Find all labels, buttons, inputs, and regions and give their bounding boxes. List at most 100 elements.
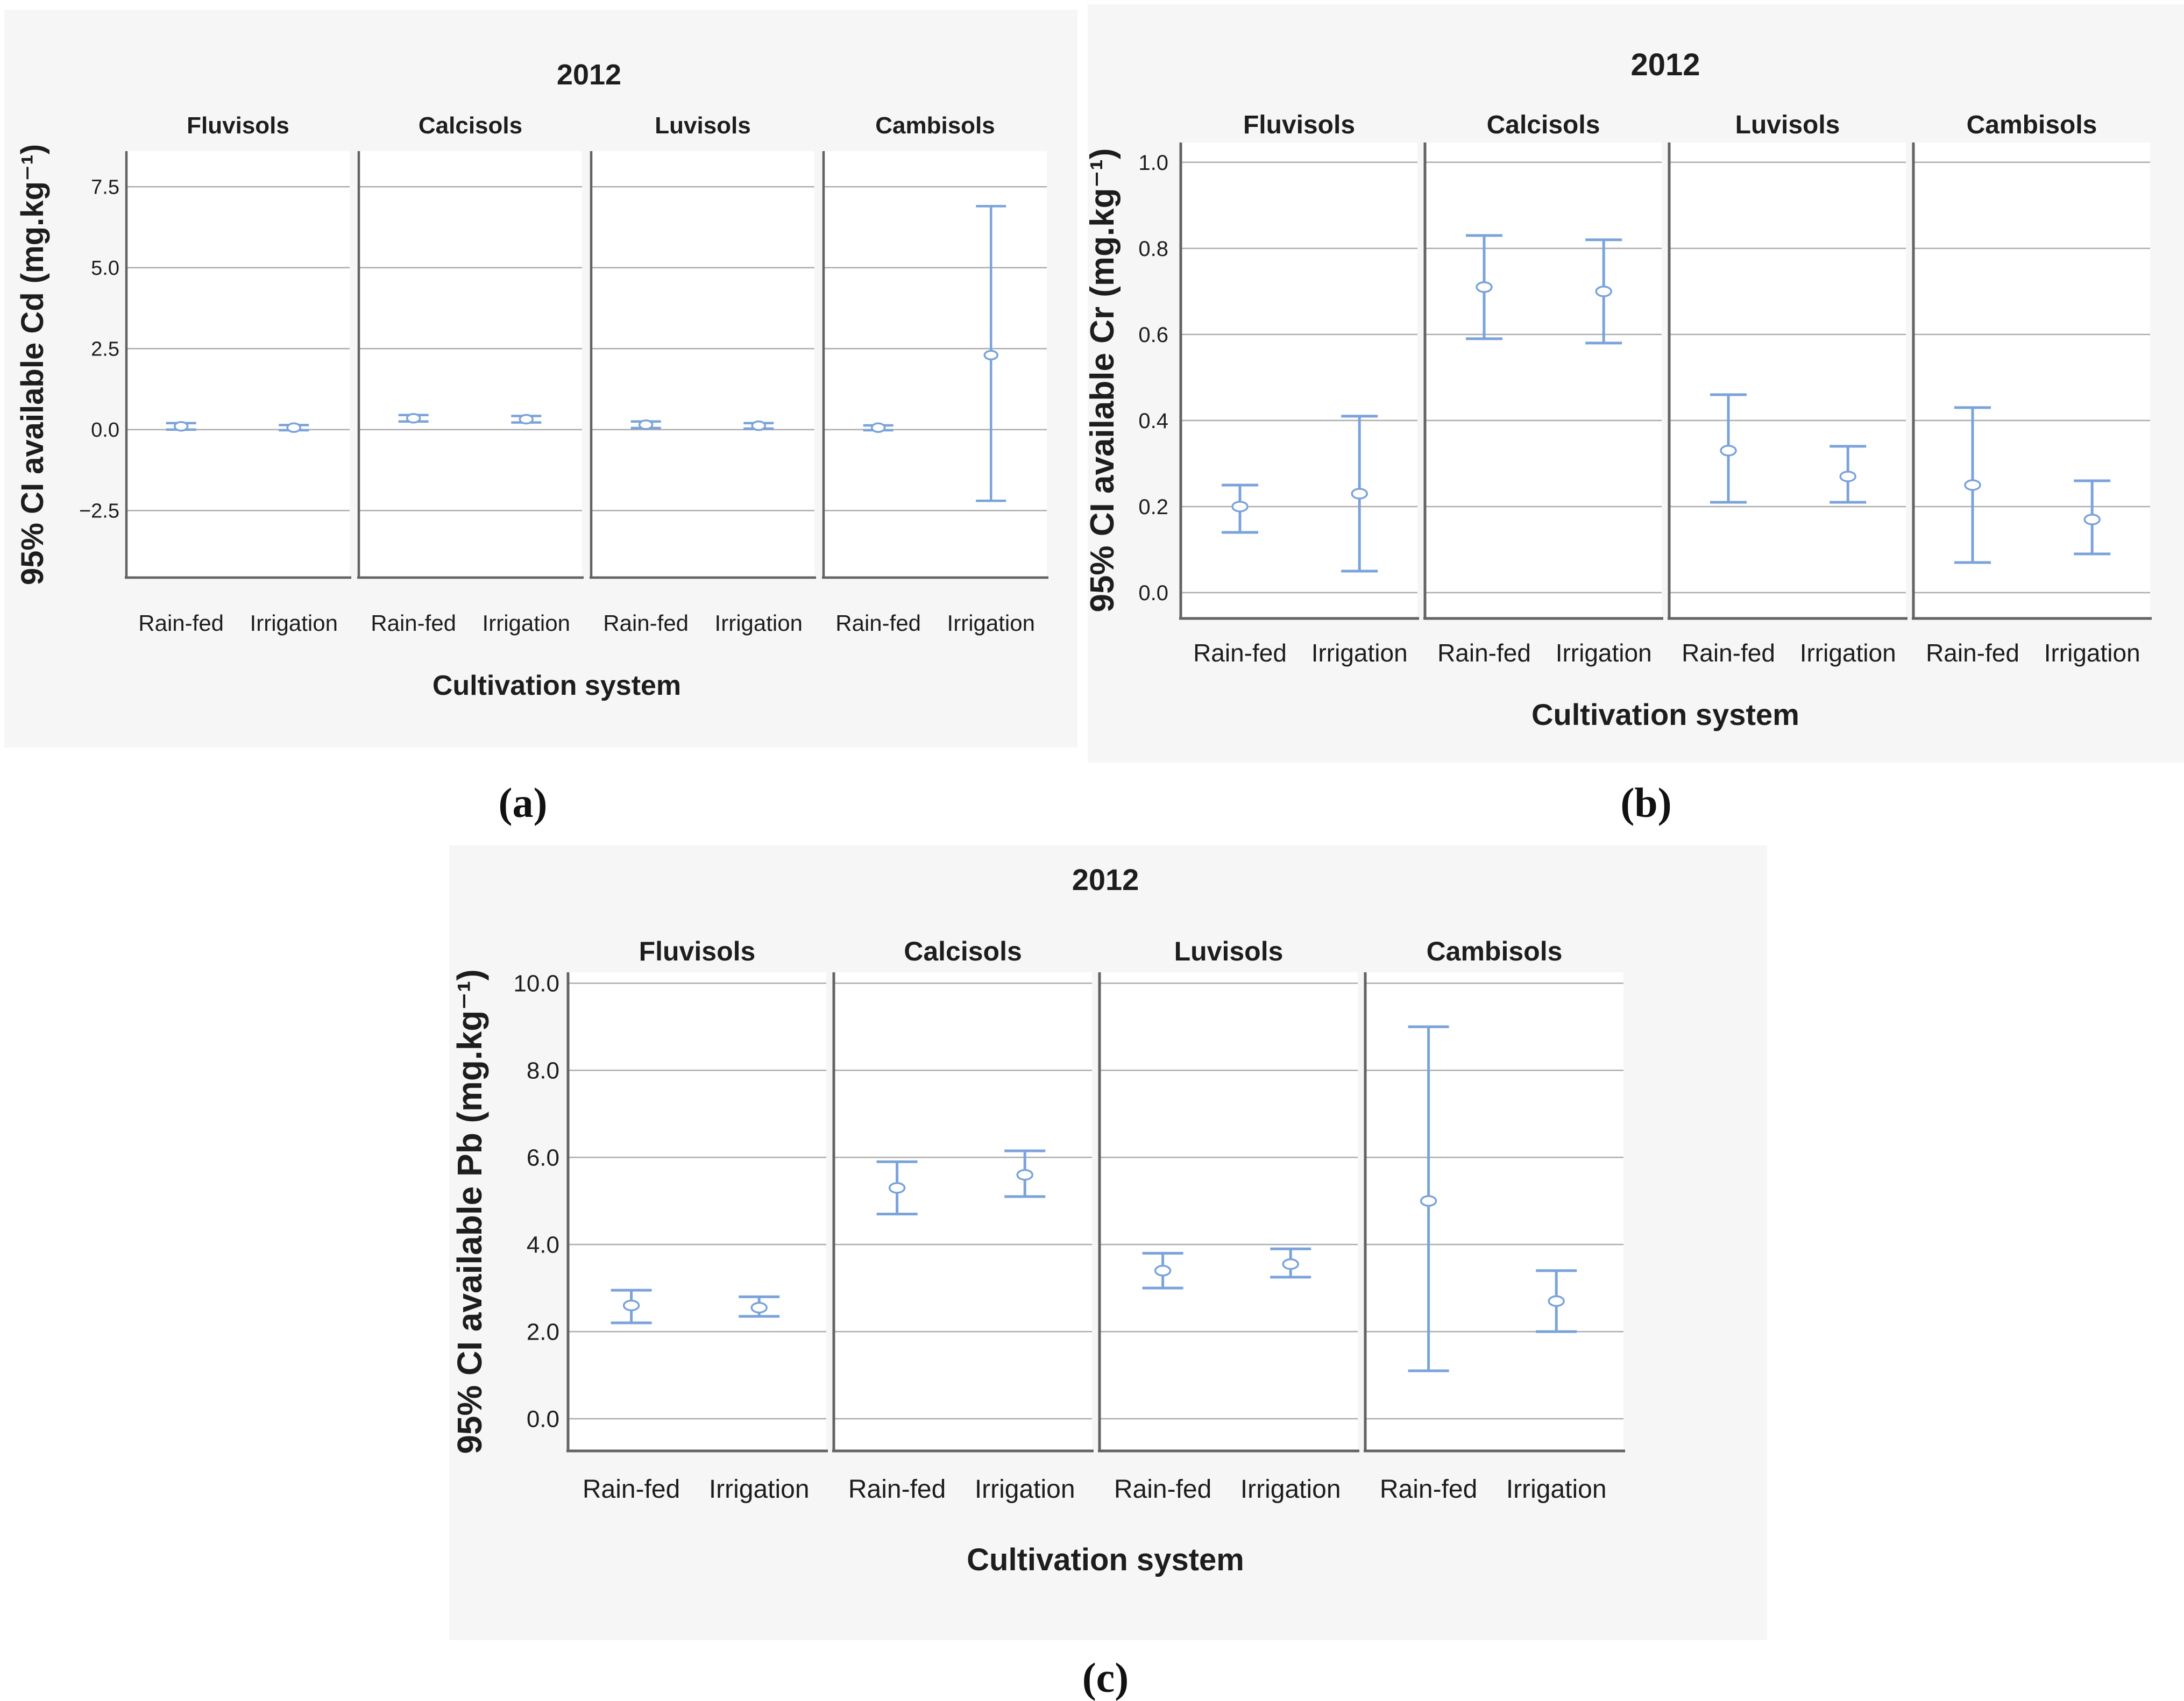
category-label: Rain-fed <box>583 1475 680 1504</box>
facet-title: Fluvisols <box>639 936 756 966</box>
mean-marker <box>983 350 998 361</box>
y-tick-label: 6.0 <box>527 1145 559 1171</box>
mean-marker <box>1839 471 1856 482</box>
y-tick-label: 2.5 <box>91 338 119 361</box>
mean-marker <box>286 422 301 433</box>
category-label: Rain-fed <box>1437 639 1531 667</box>
y-tick-label: 10.0 <box>513 971 559 997</box>
subfigure-label-c: (c) <box>1082 1654 1129 1701</box>
panel-area <box>1669 143 1906 618</box>
category-label: Irrigation <box>1240 1475 1341 1504</box>
chart-b: 2012 95% CI available Cr (mg.kg⁻¹) 1.0 0.8 0… <box>1084 4 2184 763</box>
y-tick-label: −2.5 <box>79 500 119 523</box>
chart-a-x-axis-title: Cultivation system <box>432 670 681 701</box>
facet-panel-calcisols: Calcisols Rain-fed Irrigation <box>357 112 584 636</box>
category-label: Irrigation <box>709 1475 810 1504</box>
facet-panel-cambisols: Cambisols Rain-fed Irrigation <box>1912 111 2152 667</box>
facet-panel-luvisols: Luvisols Rain-fed Irrigation <box>590 112 816 636</box>
facet-title: Luvisols <box>655 112 751 139</box>
category-label: Irrigation <box>483 610 570 636</box>
mean-marker <box>1231 501 1249 513</box>
panel-area <box>1425 143 1662 618</box>
chart-c-title: 2012 <box>1072 863 1139 896</box>
facet-title: Cambisols <box>1967 111 2097 139</box>
facet-panel-calcisols: Calcisols Rain-fed Irrigation <box>1423 111 1663 667</box>
facet-title: Fluvisols <box>187 112 289 139</box>
facet-title: Calcisols <box>904 936 1022 966</box>
panel-area <box>1365 972 1623 1451</box>
mean-marker <box>751 420 766 431</box>
mean-marker <box>888 1182 906 1194</box>
chart-b-x-axis-title: Cultivation system <box>1531 698 1799 731</box>
mean-marker <box>2083 514 2101 525</box>
category-label: Irrigation <box>715 610 803 636</box>
facet-title: Fluvisols <box>1243 111 1355 139</box>
chart-c-x-axis-title: Cultivation system <box>967 1542 1244 1577</box>
y-tick-label: 2.0 <box>527 1319 559 1346</box>
category-label: Irrigation <box>250 610 338 636</box>
chart-a-y-axis-title: 95% CI available Cd (mg.kg⁻¹) <box>15 144 50 585</box>
panel-area <box>591 151 814 578</box>
facet-panel-fluvisols: Fluvisols Rain-fed Irrigation <box>1179 111 1419 667</box>
chart-b-title: 2012 <box>1630 47 1700 82</box>
mean-marker <box>1964 479 1981 491</box>
mean-marker <box>622 1299 640 1312</box>
y-tick-label: 7.5 <box>91 176 119 199</box>
subfigure-label-a: (a) <box>498 779 548 826</box>
panel-area <box>824 151 1047 578</box>
category-label: Rain-fed <box>1682 639 1775 667</box>
facet-title: Calcisols <box>419 112 522 139</box>
y-tick-label: 1.0 <box>1138 151 1168 175</box>
category-label: Rain-fed <box>1926 639 2019 667</box>
mean-marker <box>1548 1295 1565 1307</box>
category-label: Rain-fed <box>138 610 224 636</box>
mean-marker <box>1016 1169 1033 1181</box>
category-label: Rain-fed <box>1380 1475 1477 1504</box>
facet-panel-cambisols: Cambisols Rain-fed Irrigation <box>822 112 1048 636</box>
category-label: Irrigation <box>975 1475 1075 1504</box>
mean-marker <box>173 421 189 432</box>
chart-b-y-axis-title: 95% CI available Cr (mg.kg⁻¹) <box>1084 148 1121 612</box>
mean-marker <box>1595 286 1612 297</box>
category-label: Irrigation <box>1506 1475 1607 1504</box>
facet-title: Luvisols <box>1174 936 1284 966</box>
category-label: Irrigation <box>1556 639 1652 667</box>
category-label: Rain-fed <box>835 610 921 636</box>
facet-title: Cambisols <box>1427 936 1563 966</box>
panel-area <box>1913 143 2150 618</box>
category-label: Rain-fed <box>1193 639 1287 667</box>
mean-marker <box>1154 1264 1172 1277</box>
mean-marker <box>1720 445 1737 457</box>
y-tick-label: 4.0 <box>527 1232 559 1258</box>
y-tick-label: 0.8 <box>1138 237 1168 261</box>
facet-title: Calcisols <box>1487 111 1600 139</box>
facet-panel-luvisols: Luvisols Rain-fed Irrigation <box>1668 111 1908 667</box>
category-label: Irrigation <box>2044 639 2140 667</box>
y-tick-label: 0.0 <box>91 419 119 442</box>
mean-marker <box>638 419 654 430</box>
mean-marker <box>1282 1258 1299 1270</box>
facet-title: Cambisols <box>875 112 995 139</box>
mean-marker <box>1476 281 1493 293</box>
facet-panel-luvisols: Luvisols Rain-fed Irrigation <box>1098 936 1359 1504</box>
facet-panel-fluvisols: Fluvisols Rain-fed Irrigation <box>125 112 351 636</box>
facet-title: Luvisols <box>1735 111 1840 139</box>
y-tick-label: 0.0 <box>1138 581 1168 605</box>
y-tick-label: 8.0 <box>527 1058 559 1084</box>
category-label: Rain-fed <box>848 1475 946 1504</box>
chart-c-y-axis-title: 95% CI available Pb (mg.kg⁻¹) <box>450 969 489 1454</box>
facet-panel-calcisols: Calcisols Rain-fed Irrigation <box>832 936 1094 1504</box>
mean-marker <box>406 413 421 424</box>
panel-area <box>1100 972 1358 1451</box>
mean-marker <box>1420 1195 1437 1207</box>
y-tick-label: 0.4 <box>1138 409 1168 433</box>
chart-a-title: 2012 <box>557 59 621 91</box>
category-label: Rain-fed <box>371 610 456 636</box>
panel-area <box>834 972 1092 1451</box>
category-label: Irrigation <box>1800 639 1896 667</box>
panel-area <box>359 151 582 578</box>
mean-marker <box>519 414 534 425</box>
category-label: Irrigation <box>1311 639 1408 667</box>
mean-marker <box>750 1301 768 1314</box>
